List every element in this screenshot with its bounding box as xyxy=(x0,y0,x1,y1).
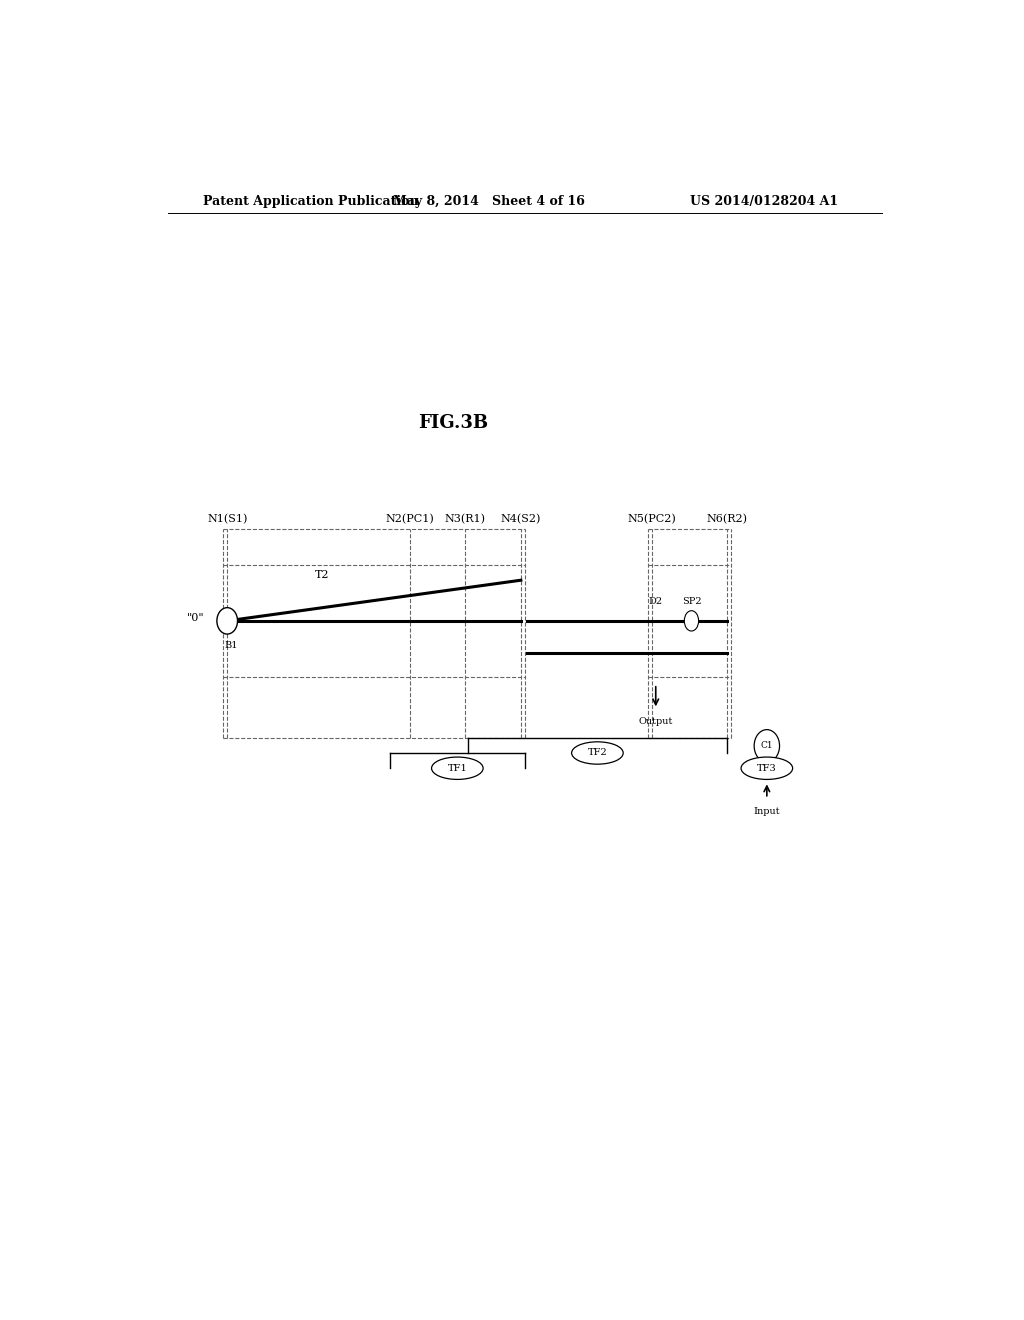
Text: N3(R1): N3(R1) xyxy=(444,513,485,524)
Text: N5(PC2): N5(PC2) xyxy=(628,513,676,524)
Circle shape xyxy=(754,730,779,762)
Text: Input: Input xyxy=(754,807,780,816)
Ellipse shape xyxy=(431,758,483,779)
Text: D2: D2 xyxy=(648,597,663,606)
Text: Output: Output xyxy=(639,718,673,726)
Text: TF3: TF3 xyxy=(757,764,777,772)
Text: Patent Application Publication: Patent Application Publication xyxy=(204,194,419,207)
Ellipse shape xyxy=(741,758,793,779)
Text: SP2: SP2 xyxy=(682,597,701,606)
Text: N2(PC1): N2(PC1) xyxy=(385,513,434,524)
Circle shape xyxy=(217,607,238,634)
Text: N6(R2): N6(R2) xyxy=(707,513,748,524)
Ellipse shape xyxy=(571,742,624,764)
Text: N4(S2): N4(S2) xyxy=(501,513,541,524)
Text: N1(S1): N1(S1) xyxy=(207,513,248,524)
Text: FIG.3B: FIG.3B xyxy=(419,413,488,432)
Text: TF1: TF1 xyxy=(447,764,467,772)
Ellipse shape xyxy=(684,611,698,631)
Text: T2: T2 xyxy=(314,570,329,581)
Text: May 8, 2014   Sheet 4 of 16: May 8, 2014 Sheet 4 of 16 xyxy=(393,194,585,207)
Text: "0": "0" xyxy=(187,612,205,623)
Text: C1: C1 xyxy=(761,742,773,750)
Text: B1: B1 xyxy=(224,642,238,651)
Text: US 2014/0128204 A1: US 2014/0128204 A1 xyxy=(690,194,839,207)
Text: TF2: TF2 xyxy=(588,748,607,758)
